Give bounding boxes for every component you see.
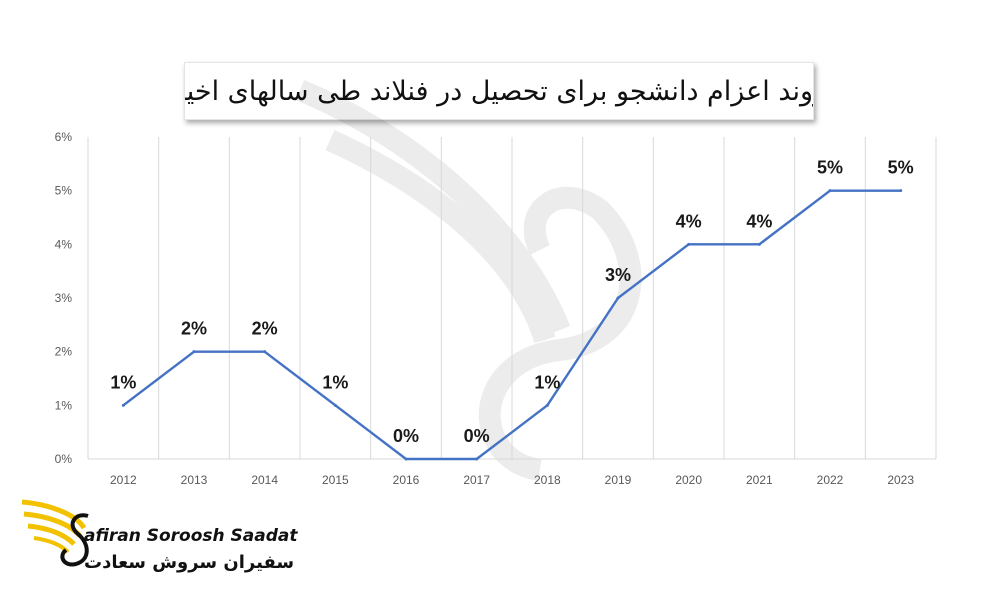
y-tick-label: 6%: [55, 130, 73, 144]
data-label: 2%: [252, 319, 278, 339]
data-label: 4%: [676, 211, 702, 231]
data-point: [333, 403, 337, 407]
x-tick-label: 2012: [110, 473, 137, 487]
x-tick-label: 2016: [393, 473, 420, 487]
data-label: 5%: [888, 158, 914, 178]
x-tick-label: 2020: [675, 473, 702, 487]
data-label: 1%: [110, 372, 136, 392]
data-label: 1%: [534, 372, 560, 392]
data-point: [404, 457, 408, 461]
data-point: [616, 296, 620, 300]
y-tick-label: 3%: [55, 291, 73, 305]
data-label: 3%: [605, 265, 631, 285]
brand-name-en: afiran Soroosh Saadat: [84, 526, 298, 546]
chart-title: روند اعزام دانشجو برای تحصیل در فنلاند ط…: [184, 62, 814, 120]
watermark-logo: [295, 79, 642, 481]
data-point: [263, 350, 267, 354]
x-tick-label: 2015: [322, 473, 349, 487]
data-point: [475, 457, 479, 461]
series-line: [122, 189, 901, 461]
data-point: [757, 242, 761, 246]
data-point: [192, 350, 196, 354]
data-point: [121, 403, 125, 407]
x-tick-label: 2022: [817, 473, 844, 487]
x-tick-label: 2019: [605, 473, 632, 487]
data-label: 2%: [181, 319, 207, 339]
brand-logo: [21, 499, 89, 567]
y-tick-label: 1%: [55, 398, 73, 412]
data-point: [545, 403, 549, 407]
x-tick-label: 2023: [887, 473, 914, 487]
data-label: 0%: [393, 426, 419, 446]
data-label: 5%: [817, 158, 843, 178]
data-point: [828, 189, 832, 193]
x-tick-label: 2018: [534, 473, 561, 487]
brand-name-fa: سفیران سروش سعادت: [84, 552, 295, 573]
x-tick-label: 2017: [463, 473, 490, 487]
data-label: 4%: [746, 211, 772, 231]
data-label: 0%: [464, 426, 490, 446]
y-tick-label: 4%: [55, 237, 73, 251]
data-point: [687, 242, 691, 246]
x-tick-label: 2021: [746, 473, 773, 487]
x-tick-label: 2013: [181, 473, 208, 487]
data-label: 1%: [322, 372, 348, 392]
x-tick-label: 2014: [251, 473, 278, 487]
y-tick-label: 0%: [55, 452, 73, 466]
data-point: [899, 189, 903, 193]
y-tick-label: 2%: [55, 345, 73, 359]
swan-s-icon: [60, 513, 89, 567]
y-tick-label: 5%: [55, 184, 73, 198]
